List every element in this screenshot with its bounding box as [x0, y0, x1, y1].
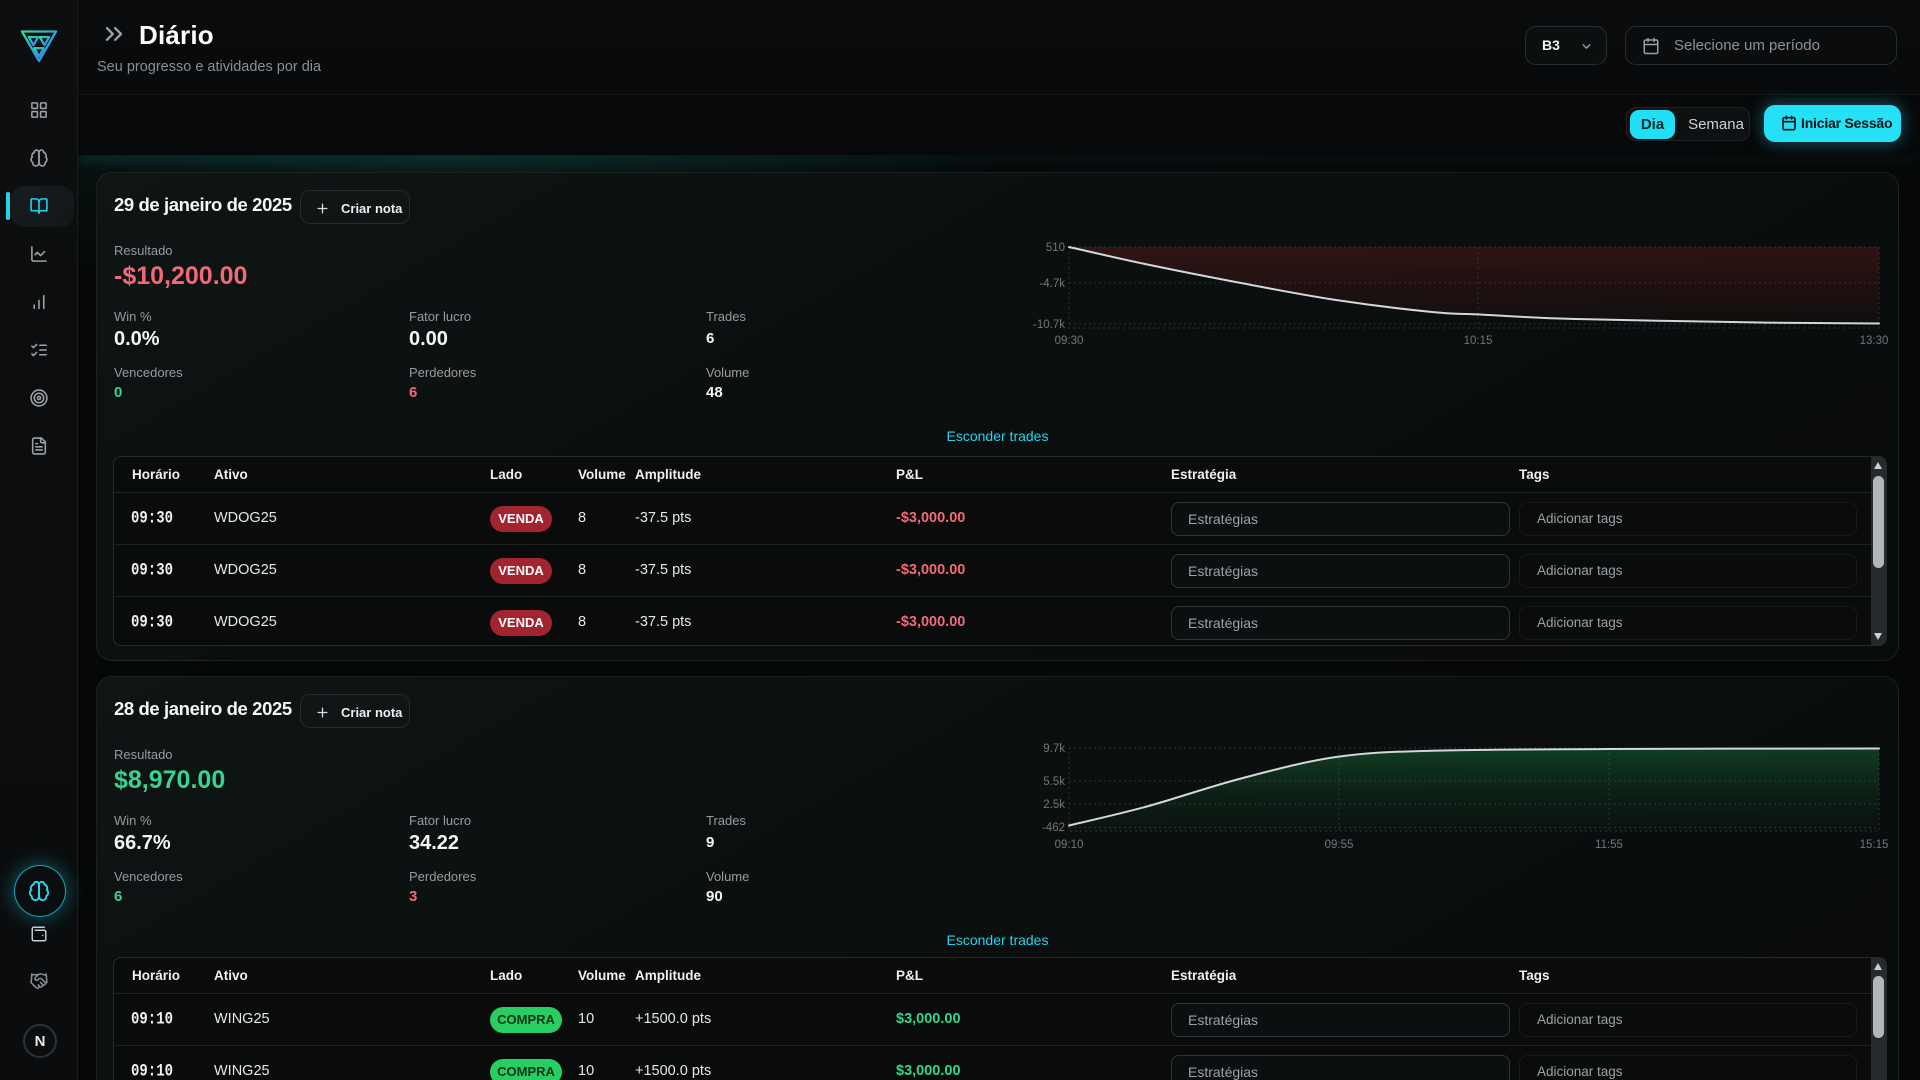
svg-text:5.5k: 5.5k [1043, 776, 1065, 788]
svg-text:13:30: 13:30 [1860, 335, 1889, 347]
svg-text:2.5k: 2.5k [1043, 799, 1065, 811]
svg-text:09:55: 09:55 [1325, 839, 1354, 851]
svg-text:510: 510 [1046, 242, 1065, 254]
svg-text:11:55: 11:55 [1595, 839, 1623, 851]
svg-text:15:15: 15:15 [1860, 839, 1889, 851]
svg-text:10:15: 10:15 [1464, 335, 1493, 347]
svg-text:-10.7k: -10.7k [1033, 319, 1065, 331]
svg-text:09:30: 09:30 [1055, 335, 1084, 347]
svg-text:09:10: 09:10 [1055, 839, 1084, 851]
svg-text:-4.7k: -4.7k [1039, 278, 1065, 290]
svg-text:9.7k: 9.7k [1043, 743, 1065, 755]
svg-text:-462: -462 [1042, 822, 1065, 834]
